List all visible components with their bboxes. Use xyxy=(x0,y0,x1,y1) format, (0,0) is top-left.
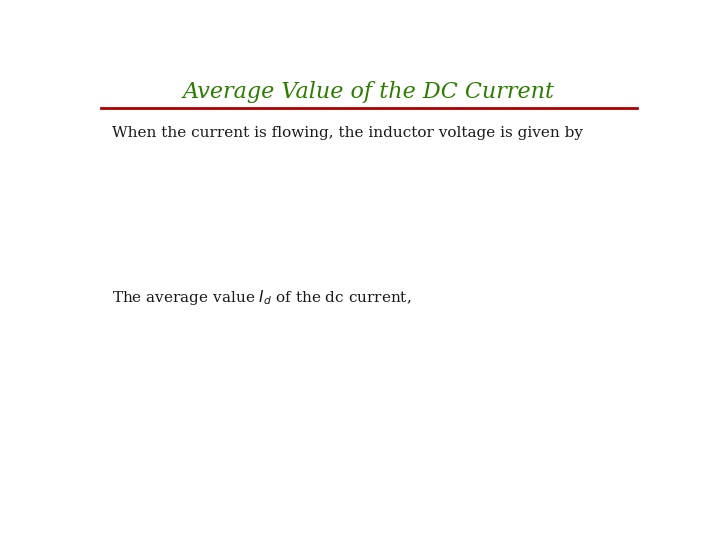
Text: When the current is flowing, the inductor voltage is given by: When the current is flowing, the inducto… xyxy=(112,126,583,140)
Text: The average value $I_d$ of the dc current,: The average value $I_d$ of the dc curren… xyxy=(112,288,412,307)
Text: Average Value of the DC Current: Average Value of the DC Current xyxy=(183,81,555,103)
